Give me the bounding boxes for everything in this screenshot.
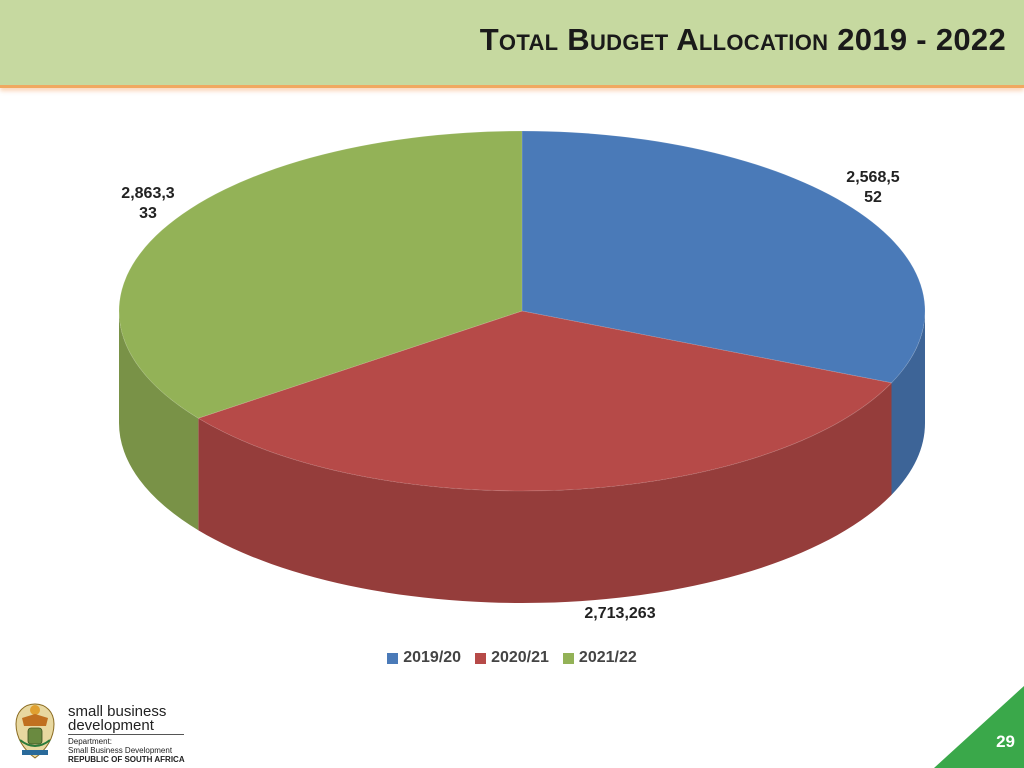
- dept-name: Small Business Development: [68, 746, 173, 755]
- legend-item-2020-21: 2020/21: [475, 649, 549, 667]
- data-label-2020-21: 2,713,263: [584, 605, 656, 622]
- data-label-2021-22: 2,863,3 33: [121, 185, 175, 222]
- title-bar: Total Budget Allocation 2019 - 2022: [0, 0, 1024, 88]
- chart-legend: 2019/20 2020/21 2021/22: [0, 649, 1024, 667]
- page-number-corner: [934, 686, 1024, 768]
- pie-top: [118, 130, 926, 492]
- legend-label-2019-20: 2019/20: [403, 649, 462, 666]
- pie-slice-2021-22: [118, 130, 523, 419]
- pie-side-2019-20: [891, 311, 925, 495]
- page-number: 29: [996, 732, 1015, 751]
- pie-sides: [119, 311, 925, 603]
- pie-slice-2019-20: [521, 130, 926, 384]
- dept-country: REPUBLIC OF SOUTH AFRICA: [68, 755, 185, 764]
- legend-item-2021-22: 2021/22: [562, 649, 637, 667]
- logo-divider: [68, 734, 184, 735]
- dept-label: Department:: [68, 737, 113, 746]
- legend-item-2019-20: 2019/20: [387, 649, 461, 667]
- logo-text-line1: small business: [68, 703, 167, 720]
- coat-of-arms-icon: [15, 703, 55, 759]
- legend-label-2020-21: 2020/21: [491, 649, 549, 666]
- pie-side-2020-21: [198, 382, 892, 603]
- legend-swatch-2019-20: [387, 652, 399, 664]
- pie-slice-2020-21: [197, 310, 893, 492]
- page-title: Total Budget Allocation 2019 - 2022: [479, 22, 1006, 57]
- logo-text-line2: development: [68, 717, 154, 734]
- legend-swatch-2021-22: [562, 652, 574, 664]
- legend-swatch-2020-21: [475, 652, 487, 664]
- department-logo: small business development Department: S…: [10, 700, 200, 764]
- pie-side-2021-22: [119, 311, 199, 531]
- legend-label-2021-22: 2021/22: [578, 649, 637, 666]
- data-label-2019-20: 2,568,5 52: [846, 169, 900, 206]
